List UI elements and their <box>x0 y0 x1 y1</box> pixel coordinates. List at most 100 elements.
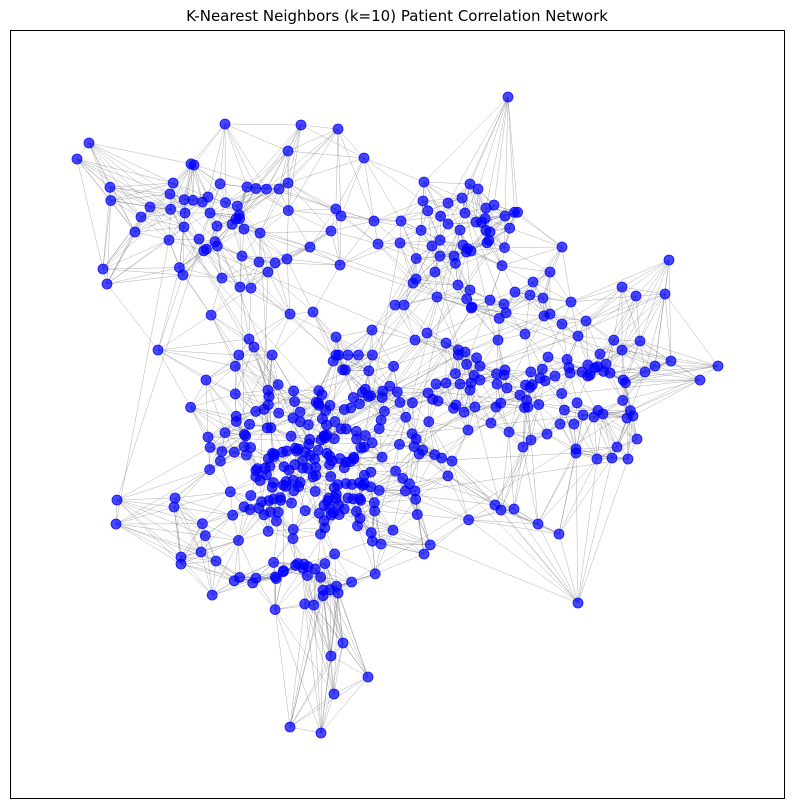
network-edge <box>267 271 314 313</box>
patient-node <box>309 485 321 497</box>
patient-node <box>216 446 228 457</box>
network-edge <box>500 509 560 535</box>
patient-node <box>324 459 336 471</box>
network-edge <box>632 379 701 417</box>
network-edge <box>466 251 471 291</box>
network-edge <box>423 181 463 199</box>
network-edge <box>313 604 344 644</box>
network-edge <box>602 413 629 460</box>
network-edge <box>288 124 302 211</box>
patient-node <box>307 471 319 483</box>
patient-node <box>369 505 381 517</box>
network-edge <box>469 183 482 223</box>
patient-node <box>440 337 452 349</box>
network-edge <box>173 506 182 558</box>
network-edge <box>625 340 641 383</box>
network-edge <box>116 499 175 508</box>
network-edge <box>333 592 339 695</box>
patient-node <box>449 368 461 380</box>
network-edge <box>230 491 260 509</box>
patient-node <box>340 478 352 490</box>
patient-node <box>616 344 628 356</box>
patient-node <box>509 286 521 298</box>
network-edge <box>447 96 509 204</box>
network-edge <box>561 323 568 360</box>
network-edge <box>277 512 332 657</box>
network-edge <box>363 157 402 222</box>
network-edge <box>440 183 471 217</box>
network-edge <box>558 533 579 604</box>
network-edge <box>180 563 240 578</box>
patient-node <box>617 394 629 406</box>
patient-node <box>409 334 421 346</box>
network-edge <box>428 421 469 431</box>
network-edge <box>288 210 332 232</box>
network-edge <box>259 210 289 234</box>
network-edge <box>193 164 209 198</box>
network-edge <box>337 592 344 644</box>
patient-node <box>196 518 208 530</box>
network-edge <box>324 563 352 583</box>
network-edge <box>506 315 545 389</box>
network-edge <box>575 448 629 460</box>
network-edge <box>439 255 459 286</box>
network-edge <box>504 247 551 273</box>
network-edge <box>623 365 656 381</box>
network-edge <box>274 571 284 610</box>
network-edge <box>392 530 425 555</box>
network-edge <box>613 295 637 341</box>
patient-node <box>342 349 354 361</box>
network-edge <box>307 468 344 644</box>
patient-node <box>178 194 190 206</box>
network-edge <box>471 307 499 341</box>
patient-node <box>471 352 483 364</box>
network-edge <box>337 128 342 217</box>
network-edge <box>371 329 394 367</box>
network-edge <box>88 142 171 210</box>
network-edge <box>403 304 416 341</box>
patient-node <box>460 246 472 258</box>
network-edge <box>266 128 339 190</box>
network-edge <box>613 339 656 367</box>
network-edge <box>193 164 226 203</box>
network-edge <box>500 431 510 511</box>
network-edge <box>253 313 291 348</box>
network-edge <box>372 354 391 387</box>
network-edge <box>173 469 210 508</box>
network-edge <box>330 230 341 266</box>
network-edge <box>241 255 252 289</box>
network-edge <box>370 471 403 479</box>
network-edge <box>246 124 302 188</box>
patient-node <box>387 524 399 536</box>
patient-node <box>434 234 446 246</box>
network-edge <box>224 123 289 152</box>
network-edge <box>224 123 302 126</box>
network-edge <box>466 265 503 365</box>
patient-node <box>508 503 520 515</box>
network-edge <box>644 293 666 373</box>
network-edge <box>173 506 203 524</box>
network-edge <box>602 413 618 448</box>
patient-node <box>318 499 330 511</box>
patient-node <box>245 282 257 294</box>
network-edge <box>289 590 324 728</box>
patient-node <box>421 327 433 339</box>
network-edge <box>259 230 332 234</box>
patient-node <box>346 576 358 588</box>
patient-node <box>498 369 510 381</box>
network-edge <box>558 452 577 535</box>
patient-node <box>372 238 384 250</box>
network-edge <box>543 271 551 317</box>
network-edge <box>102 231 136 270</box>
patient-node <box>366 437 378 449</box>
network-edge <box>570 295 637 303</box>
network-edge <box>210 314 326 528</box>
patient-node <box>544 308 556 320</box>
patient-node <box>533 399 545 410</box>
network-edge <box>558 448 577 535</box>
patient-node <box>244 418 256 430</box>
patient-node <box>422 205 434 217</box>
network-edge <box>200 551 235 581</box>
patient-node <box>406 397 418 409</box>
network-edge <box>169 163 192 195</box>
